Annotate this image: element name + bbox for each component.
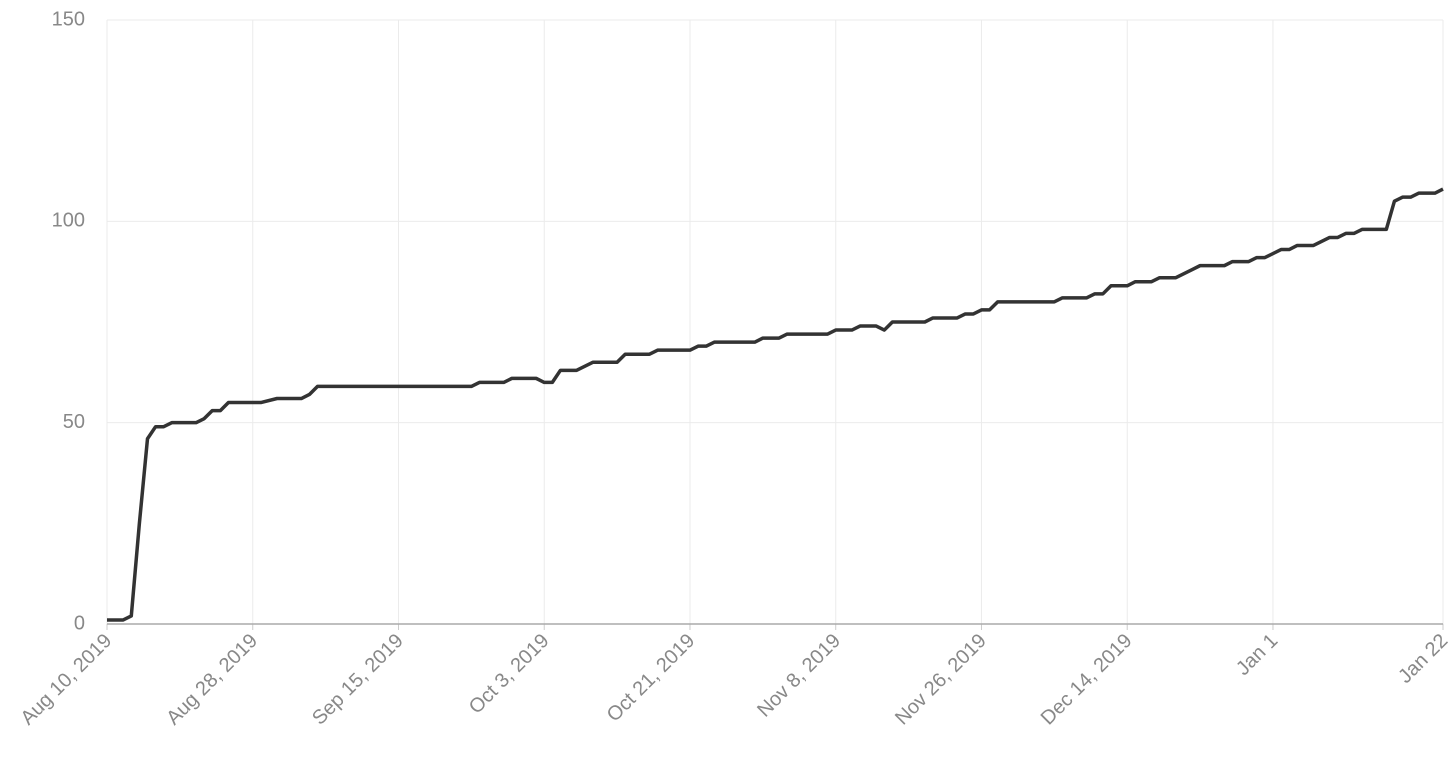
x-tick-label: Aug 10, 2019 (17, 630, 117, 730)
y-tick-label: 100 (52, 210, 85, 232)
y-tick-label: 50 (63, 411, 85, 433)
x-tick-label: Nov 8, 2019 (753, 630, 845, 722)
x-tick-label: Jan 1 (1232, 630, 1282, 680)
y-tick-label: 0 (74, 612, 85, 634)
x-tick-label: Aug 28, 2019 (162, 630, 262, 730)
x-tick-label: Dec 14, 2019 (1037, 630, 1137, 730)
x-tick-label: Oct 3, 2019 (465, 630, 554, 719)
x-tick-label: Oct 21, 2019 (603, 630, 700, 727)
y-tick-label: 150 (52, 8, 85, 30)
x-tick-label: Nov 26, 2019 (891, 630, 991, 730)
x-tick-label: Sep 15, 2019 (308, 630, 408, 730)
data-line (107, 187, 1444, 622)
x-tick-label: Jan 22 (1394, 630, 1452, 688)
